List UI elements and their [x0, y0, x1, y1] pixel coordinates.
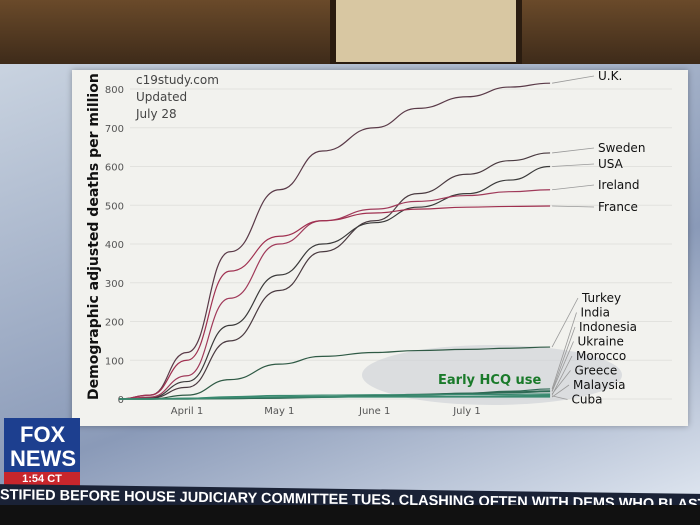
x-tick-label: May 1 [264, 406, 294, 417]
chart: 0 100 200 300 400 500 600 700 800 April 1 May 1 Ju… [86, 69, 672, 417]
series-line-ireland [119, 189, 551, 400]
tv-bezel [0, 505, 700, 525]
broadcast-time: 1:54 CT [4, 472, 80, 486]
label-leader [551, 355, 573, 396]
y-tick-label: 600 [105, 163, 124, 174]
x-ticks: April 1 May 1 June 1 July 1 [171, 406, 481, 417]
series-label: Cuba [572, 393, 603, 407]
series-line-usa [119, 165, 551, 400]
grid [130, 88, 672, 400]
y-tick-label: 200 [105, 318, 124, 329]
x-tick-label: June 1 [358, 406, 390, 417]
series-labels: U.K. Sweden USA Ireland France TurkeyIndiaInd… [551, 69, 645, 407]
chart-panel: 0 100 200 300 400 500 600 700 800 April 1 May 1 Ju… [72, 69, 688, 426]
label-leader [552, 184, 595, 191]
series-label: Greece [575, 364, 618, 378]
y-axis-label: Demographic adjusted deaths per million [86, 73, 102, 400]
x-tick-label: April 1 [171, 406, 203, 417]
x-tick-label: July 1 [452, 406, 481, 417]
label-leader [552, 147, 595, 154]
series-label: Turkey [581, 291, 621, 305]
y-tick-label: 700 [105, 124, 124, 135]
source-text: c19study.com [136, 73, 219, 87]
series-label: Indonesia [579, 320, 637, 334]
fox-news-logo: FOX NEWS [4, 418, 80, 472]
y-ticks: 0 100 200 300 400 500 600 700 800 [105, 85, 124, 406]
label-leader [551, 326, 576, 391]
hcq-region-label: Early HCQ use [438, 373, 542, 388]
framed-picture [330, 0, 522, 68]
series-label: Morocco [576, 349, 626, 363]
label-leader [551, 384, 570, 398]
hcq-region [362, 345, 622, 405]
y-tick-label: 300 [105, 279, 124, 290]
updated-date-text: July 28 [135, 107, 177, 121]
series-label: Sweden [598, 141, 645, 155]
series-label: U.K. [598, 70, 622, 83]
updated-text: Updated [136, 90, 187, 104]
label-leader [552, 75, 595, 84]
label-leader [552, 163, 595, 167]
series-label: USA [598, 157, 624, 171]
series-line-turkey [119, 346, 551, 400]
y-tick-label: 400 [105, 240, 124, 251]
series-line-france [119, 205, 551, 400]
y-tick-label: 0 [118, 395, 124, 406]
y-tick-label: 800 [105, 85, 124, 96]
series-label: France [598, 200, 638, 214]
series-line-sweden [119, 152, 551, 400]
y-tick-label: 500 [105, 201, 124, 212]
series-label: India [581, 306, 610, 320]
series-label: Malaysia [573, 378, 625, 392]
label-leader [551, 341, 574, 392]
series-line-uk [119, 82, 551, 400]
label-leader [551, 297, 579, 348]
label-leader [552, 205, 595, 208]
label-leader [551, 395, 568, 400]
label-leader [551, 312, 577, 390]
series-label: Ukraine [578, 335, 624, 349]
series-label: Ireland [598, 178, 640, 192]
series-line-cuba [119, 395, 551, 400]
y-tick-label: 100 [105, 356, 124, 367]
label-leader [551, 370, 571, 395]
series-lines [119, 82, 551, 400]
